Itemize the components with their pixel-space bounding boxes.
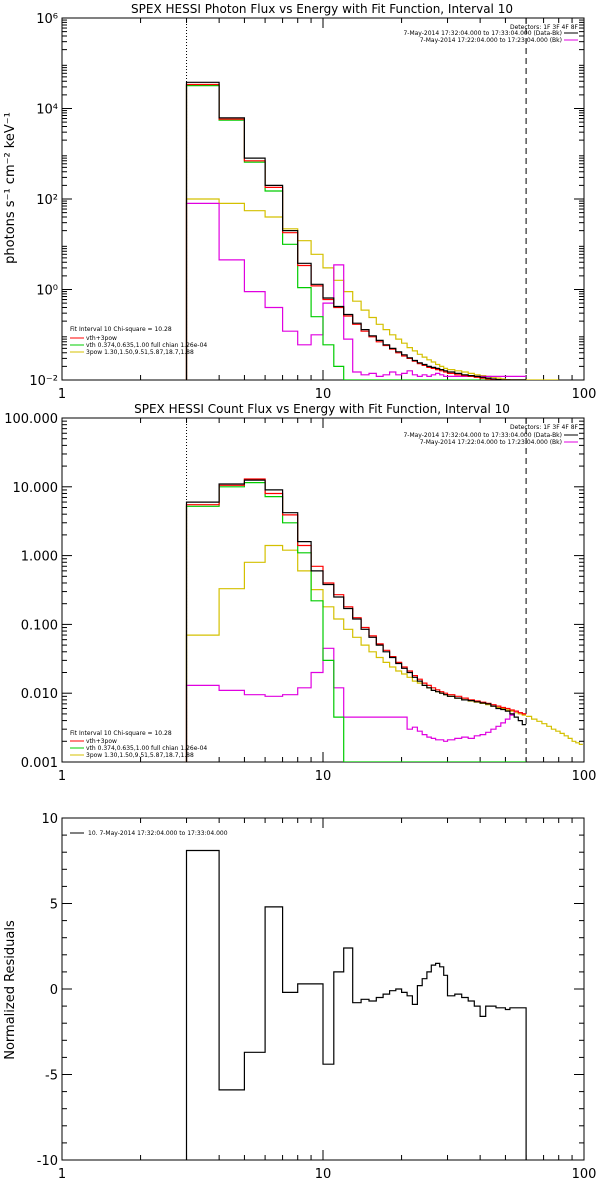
count-fit-vth-label: vth 0.374,0.635,1.00 full chian 1.26e-04: [86, 745, 207, 752]
count-legend-bk-label: 7-May-2014 17:22:04.000 to 17:23:04.000 …: [420, 439, 562, 446]
residual-y-tick-label: 5: [50, 898, 58, 913]
photon-series-line: [185, 81, 527, 380]
photon-flux-plot-area: 1 10 100 10⁻² 10⁰ 10² 10⁴ 10⁶: [29, 12, 596, 402]
count-flux-panel: SPEX HESSI Count Flux vs Energy with Fit…: [4, 402, 596, 784]
residual-x-tick-label: 10: [315, 1167, 332, 1182]
count-tail-line: [526, 715, 583, 745]
residual-series-line: [185, 849, 527, 1160]
residuals-panel: Normalized Residuals 1 10 100 -10 -5 0 5 10 10.…: [3, 812, 596, 1182]
count-legend-header: Detectors: 1F 3F 4F 8F: [510, 424, 579, 431]
residual-y-tick-label: -5: [45, 1069, 58, 1084]
residuals-legend-label: 10. 7-May-2014 17:32:04.000 to 17:33:04.…: [88, 830, 228, 837]
count-fit-header: Fit Interval 10 Chi-square = 10.28: [70, 730, 172, 737]
count-series-line: [185, 647, 527, 762]
photon-x-tick-label: 100: [572, 387, 597, 402]
count-y-tick-label: 0.100: [21, 618, 58, 633]
photon-x-tick-label: 1: [58, 387, 66, 402]
photon-fit-vth-label: vth 0.374,0.635,1.00 full chian 1.26e-04: [86, 342, 207, 349]
residual-x-tick-label: 100: [572, 1167, 597, 1182]
count-y-tick-label: 1.000: [21, 550, 58, 565]
count-flux-legend-right: Detectors: 1F 3F 4F 8F 7-May-2014 17:32:…: [403, 424, 578, 446]
count-x-tick-label: 10: [315, 769, 332, 784]
count-x-tick-label: 100: [572, 769, 597, 784]
photon-flux-ylabel: photons s⁻¹ cm⁻² keV⁻¹: [3, 112, 18, 264]
count-y-tick-label: 10.000: [13, 481, 59, 496]
photon-legend-data-label: 7-May-2014 17:32:04.000 to 17:33:04.000 …: [403, 30, 562, 37]
photon-legend-header: Detectors: 1F 3F 4F 8F: [510, 24, 579, 31]
residual-x-tick-label: 1: [58, 1167, 66, 1182]
photon-y-tick-label: 10⁶: [36, 12, 58, 27]
count-fit-3pow-label: 3pow 1.30,1.50,9.51,5.87,18.7,1.88: [86, 752, 194, 759]
photon-fit-header: Fit Interval 10 Chi-square = 10.28: [70, 326, 172, 333]
photon-flux-panel: SPEX HESSI Photon Flux vs Energy with Fi…: [3, 2, 596, 402]
residuals-ylabel: Normalized Residuals: [3, 920, 18, 1060]
count-series-line: [185, 478, 527, 762]
photon-y-tick-label: 10⁻²: [29, 374, 58, 389]
count-legend-data-label: 7-May-2014 17:32:04.000 to 17:33:04.000 …: [403, 432, 562, 439]
count-flux-plot-area: 1 10 100 0.001 0.010 0.100 1.000 10.000 100.000: [4, 412, 596, 784]
photon-fit-total-label: vth+3pow: [86, 335, 117, 342]
photon-flux-legend-left: Fit Interval 10 Chi-square = 10.28 vth+3…: [70, 326, 207, 356]
photon-flux-legend-right: Detectors: 1F 3F 4F 8F 7-May-2014 17:32:…: [403, 24, 578, 44]
residual-y-tick-label: 0: [50, 983, 58, 998]
photon-flux-title: SPEX HESSI Photon Flux vs Energy with Fi…: [131, 2, 513, 16]
photon-series-line: [185, 83, 527, 380]
count-y-tick-label: 0.001: [21, 756, 58, 771]
count-y-tick-label: 0.010: [21, 687, 58, 702]
photon-x-tick-label: 10: [315, 387, 332, 402]
photon-y-tick-label: 10⁰: [36, 284, 58, 299]
residuals-legend: 10. 7-May-2014 17:32:04.000 to 17:33:04.…: [70, 830, 228, 837]
residual-y-tick-label: 10: [41, 812, 58, 827]
count-series-line: [185, 479, 527, 762]
residuals-plot-area: 1 10 100 -10 -5 0 5 10: [37, 812, 597, 1182]
count-flux-title: SPEX HESSI Count Flux vs Energy with Fit…: [134, 402, 510, 416]
photon-fit-3pow-label: 3pow 1.30,1.50,9.51,5.87,18.7,1.88: [86, 349, 194, 356]
photon-y-tick-label: 10²: [36, 193, 58, 208]
photon-y-tick-label: 10⁴: [36, 103, 58, 118]
count-x-tick-label: 1: [58, 769, 66, 784]
photon-legend-bk-label: 7-May-2014 17:22:04.000 to 17:23:04.000 …: [420, 37, 562, 44]
count-y-tick-label: 100.000: [4, 412, 58, 427]
count-fit-total-label: vth+3pow: [86, 738, 117, 745]
residual-y-tick-label: -10: [37, 1154, 58, 1169]
count-flux-legend-left: Fit Interval 10 Chi-square = 10.28 vth+3…: [70, 730, 207, 759]
